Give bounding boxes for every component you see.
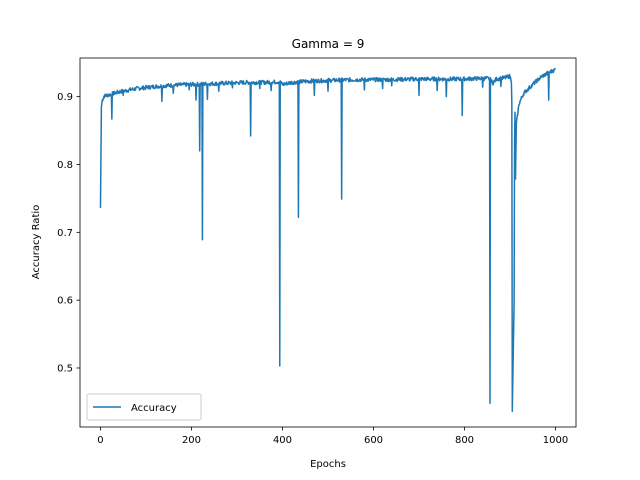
legend: Accuracy — [86, 393, 202, 421]
plot-frame — [79, 57, 577, 428]
x-axis-label: Epochs — [310, 459, 346, 470]
x-tick-label: 400 — [273, 435, 292, 446]
x-tick-label: 600 — [364, 435, 383, 446]
x-tick-label: 200 — [182, 435, 201, 446]
y-axis-ticks: 0.5 0.6 0.7 0.8 0.9 — [57, 92, 80, 374]
x-tick-label: 800 — [455, 435, 474, 446]
x-tick-label: 0 — [97, 435, 103, 446]
y-tick-label: 0.6 — [57, 296, 73, 307]
y-tick-label: 0.8 — [57, 160, 73, 171]
y-tick-label: 0.5 — [57, 363, 73, 374]
plot-background — [80, 58, 576, 427]
legend-label-accuracy: Accuracy — [131, 403, 177, 414]
legend-frame — [86, 393, 202, 421]
chart-title: Gamma = 9 — [292, 37, 365, 51]
x-tick-label: 1000 — [543, 435, 568, 446]
x-axis-ticks: 0 200 400 600 800 1000 — [97, 427, 568, 446]
series-line-accuracy — [99, 68, 556, 413]
y-tick-label: 0.9 — [57, 92, 73, 103]
y-axis-label: Accuracy Ratio — [31, 205, 42, 280]
plot-area — [79, 57, 577, 428]
y-tick-label: 0.7 — [57, 228, 73, 239]
